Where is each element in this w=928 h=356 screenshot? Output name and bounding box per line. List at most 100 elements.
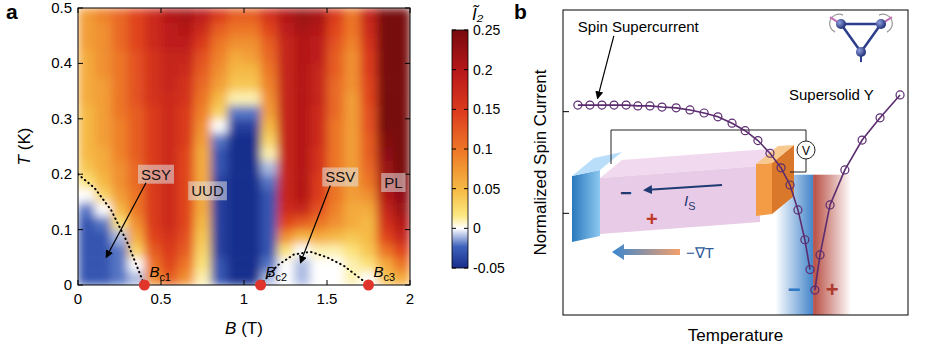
heat-cell bbox=[310, 91, 327, 105]
heat-cell bbox=[261, 230, 278, 244]
phase-label-group: UUD bbox=[188, 181, 227, 200]
heat-cell bbox=[310, 36, 327, 50]
heat-cell bbox=[244, 119, 261, 133]
heat-cell bbox=[377, 133, 394, 147]
heat-cell bbox=[227, 202, 244, 216]
heat-cell bbox=[360, 91, 377, 105]
heat-cell bbox=[227, 8, 244, 22]
heat-cell bbox=[211, 105, 228, 119]
heat-cell bbox=[277, 230, 294, 244]
series-marker bbox=[896, 91, 904, 99]
heat-cell bbox=[95, 257, 112, 271]
heat-cell bbox=[144, 202, 161, 216]
y-tick-label: 0.1 bbox=[51, 221, 72, 238]
heat-cell bbox=[377, 230, 394, 244]
heat-cell bbox=[377, 50, 394, 64]
heat-cell bbox=[393, 50, 410, 64]
y-tick bbox=[78, 229, 83, 230]
x-tick bbox=[410, 280, 411, 285]
series-marker bbox=[586, 101, 594, 109]
frame bbox=[78, 8, 410, 285]
heat-cell bbox=[344, 243, 361, 257]
heat-cell bbox=[194, 133, 211, 147]
heat-cell bbox=[244, 36, 261, 50]
heat-cell bbox=[128, 202, 145, 216]
colorbar-tick-label: 0.15 bbox=[473, 101, 500, 117]
critical-field-dot bbox=[139, 280, 150, 291]
heat-cell bbox=[161, 188, 178, 202]
heat-cell bbox=[277, 50, 294, 64]
heat-cell bbox=[211, 133, 228, 147]
heat-cell bbox=[244, 22, 261, 36]
series-marker bbox=[794, 206, 802, 214]
heat-cell bbox=[211, 202, 228, 216]
heat-cell bbox=[211, 22, 228, 36]
heat-cell bbox=[377, 202, 394, 216]
heat-cell bbox=[261, 133, 278, 147]
heat-cell bbox=[144, 91, 161, 105]
heat-cell bbox=[78, 243, 95, 257]
heat-cell bbox=[194, 230, 211, 244]
series-line bbox=[578, 105, 810, 269]
heat-cell bbox=[377, 91, 394, 105]
y-axis-label: T (K) bbox=[15, 128, 34, 166]
heat-cell bbox=[78, 8, 95, 22]
x-tick-label: 0.5 bbox=[151, 290, 172, 307]
heat-cell bbox=[194, 243, 211, 257]
series-marker bbox=[841, 166, 849, 174]
heat-cell bbox=[327, 119, 344, 133]
label-box bbox=[138, 165, 174, 184]
colorbar-tick bbox=[452, 149, 456, 150]
heat-cell bbox=[244, 243, 261, 257]
heat-cell bbox=[360, 63, 377, 77]
annotation: Supersolid Y bbox=[789, 86, 874, 103]
heat-cell bbox=[211, 77, 228, 91]
colorbar-tick bbox=[452, 109, 456, 110]
heat-cell bbox=[211, 63, 228, 77]
heat-cell bbox=[111, 188, 128, 202]
heat-cell bbox=[244, 202, 261, 216]
phase-label: SSY bbox=[141, 166, 171, 183]
heat-cell bbox=[277, 22, 294, 36]
region-label: − bbox=[788, 277, 801, 302]
figure: 00.511.5200.10.20.30.40.5B (T)T (K)aSSYU… bbox=[0, 0, 928, 356]
heat-cell bbox=[344, 188, 361, 202]
x-tick bbox=[78, 8, 79, 13]
wire bbox=[611, 130, 806, 164]
series-marker bbox=[574, 101, 582, 109]
heat-cell bbox=[111, 91, 128, 105]
heat-cell bbox=[78, 119, 95, 133]
label-box bbox=[381, 173, 405, 192]
heat-cell bbox=[327, 147, 344, 161]
heat-cell bbox=[261, 22, 278, 36]
heat-cell bbox=[128, 22, 145, 36]
heat-cell bbox=[327, 8, 344, 22]
heat-cell bbox=[261, 63, 278, 77]
series-marker bbox=[858, 136, 866, 144]
heat-cell bbox=[111, 147, 128, 161]
heat-cell bbox=[277, 188, 294, 202]
heat-cell bbox=[227, 188, 244, 202]
heat-cell bbox=[78, 257, 95, 271]
colorbar-tick bbox=[464, 69, 468, 70]
phase-label-group: PL bbox=[381, 173, 405, 192]
heat-cell bbox=[194, 50, 211, 64]
series-line bbox=[815, 95, 900, 290]
series-marker bbox=[634, 102, 642, 110]
colorbar-tick bbox=[464, 149, 468, 150]
heat-cell bbox=[144, 243, 161, 257]
heat-cell bbox=[393, 216, 410, 230]
heat-cell bbox=[178, 147, 195, 161]
colorbar-tick-label: -0.05 bbox=[473, 260, 505, 276]
heat-cell bbox=[310, 257, 327, 271]
heat-cell bbox=[344, 133, 361, 147]
heat-cell bbox=[78, 216, 95, 230]
heat-cell bbox=[261, 188, 278, 202]
x-tick bbox=[78, 280, 79, 285]
subscript: c1 bbox=[159, 271, 170, 283]
heat-cell bbox=[178, 50, 195, 64]
heat-cell bbox=[95, 36, 112, 50]
colorbar-tick bbox=[452, 69, 456, 70]
heat-cell bbox=[277, 174, 294, 188]
series-marker bbox=[646, 102, 654, 110]
